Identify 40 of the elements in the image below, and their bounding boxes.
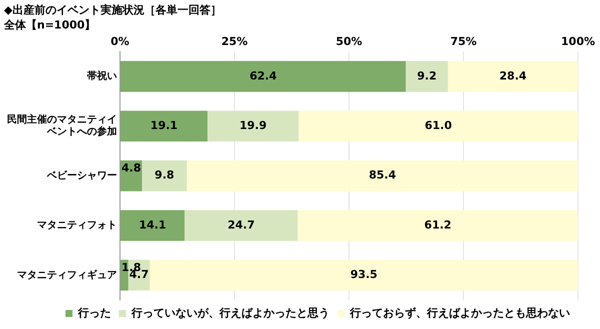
- bar: [406, 61, 448, 92]
- data-label: 4.8: [122, 162, 141, 175]
- chart-title: ◆出産前のイベント実施状況［各単一回答］: [4, 3, 222, 16]
- bar: [150, 260, 578, 291]
- data-label: 61.0: [424, 118, 452, 132]
- y-tick-label: 帯祝い: [87, 70, 117, 82]
- chart-subtitle: 全体【n=1000】: [3, 18, 96, 32]
- bar: [298, 210, 578, 241]
- data-label: 62.4: [250, 69, 278, 82]
- bar: [207, 110, 299, 142]
- bar: [120, 61, 406, 92]
- x-tick-label: 100%: [561, 34, 595, 48]
- legend-label: 行った: [77, 306, 111, 320]
- data-label: 93.5: [350, 268, 378, 282]
- data-label: 19.9: [239, 118, 267, 132]
- bar: [184, 210, 298, 241]
- legend-label: 行っておらず、行えばよかったとも思わない: [349, 306, 570, 320]
- bar: [448, 61, 578, 92]
- data-label: 19.1: [150, 118, 178, 132]
- data-label: 9.2: [417, 69, 437, 82]
- bar: [120, 210, 185, 241]
- x-tick-label: 75%: [450, 34, 477, 48]
- data-label: 28.4: [499, 69, 527, 82]
- bar: [142, 160, 187, 192]
- bar: [120, 110, 208, 142]
- data-label: 85.4: [368, 168, 396, 182]
- y-tick-label: マタニティフォト: [37, 220, 117, 232]
- x-tick-label: 25%: [221, 34, 248, 48]
- y-tick-label: 民間主催のマタニティイベントへの参加: [7, 114, 117, 138]
- y-tick-label: マタニティフィギュア: [17, 268, 117, 281]
- data-label: 61.2: [424, 218, 452, 232]
- data-label: 24.7: [228, 218, 255, 232]
- data-label: 9.8: [154, 168, 174, 182]
- x-tick-label: 0%: [110, 34, 130, 48]
- x-tick-label: 50%: [336, 34, 362, 48]
- y-tick-label: ベビーシャワー: [46, 169, 117, 182]
- bar: [298, 110, 578, 142]
- bar: [186, 160, 578, 192]
- legend-label: 行っていないが、行えばよかったと思う: [130, 306, 330, 320]
- data-label: 14.1: [138, 218, 166, 232]
